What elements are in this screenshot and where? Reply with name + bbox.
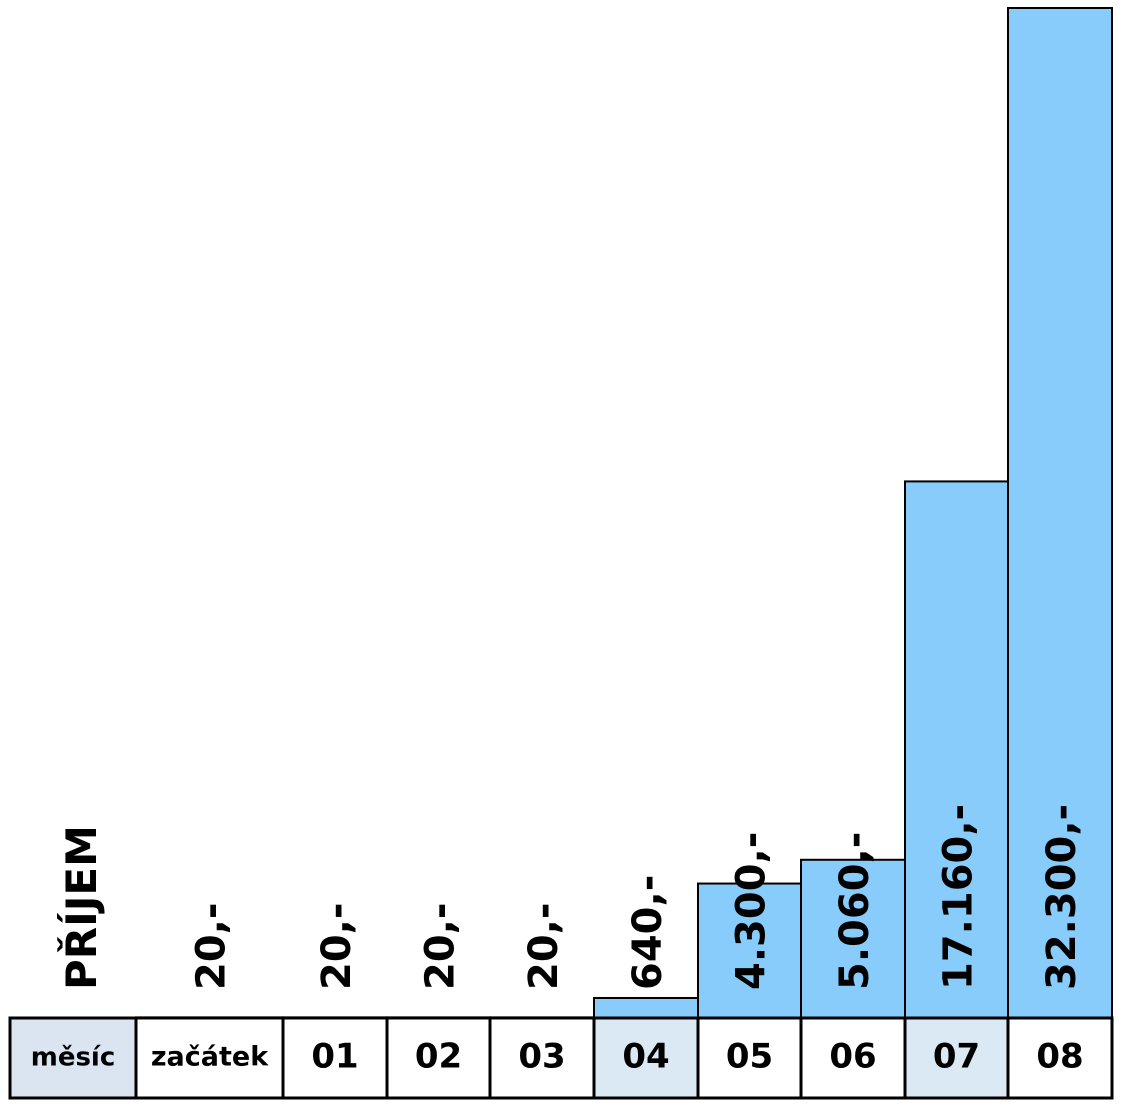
bar (593, 996, 699, 1019)
value-label: 17.160,- (936, 804, 982, 990)
x-tick-label: 04 (622, 1037, 669, 1077)
category-cell (488, 1016, 596, 1100)
x-tick-label: 08 (1036, 1037, 1083, 1077)
x-tick-label: 01 (311, 1037, 358, 1077)
x-tick-label: 05 (726, 1037, 773, 1077)
value-label: 20,- (189, 903, 235, 990)
row-header-cell (8, 1016, 138, 1100)
x-tick-label: 03 (518, 1037, 565, 1077)
category-cell (696, 1016, 803, 1100)
category-cell (1006, 1016, 1114, 1100)
bar (904, 480, 1009, 1019)
value-label: 20,- (314, 903, 360, 990)
value-label: 5.060,- (832, 832, 878, 990)
x-tick-label: 07 (933, 1037, 980, 1077)
bar (697, 882, 802, 1020)
y-axis-label: PŘÍJEM (56, 825, 106, 990)
category-cell (281, 1016, 389, 1100)
row-header: měsíc (31, 1043, 116, 1073)
x-tick-label: 06 (829, 1037, 876, 1077)
category-cell (134, 1016, 285, 1100)
category-cell (592, 1016, 700, 1100)
category-cell (903, 1016, 1010, 1100)
bar (1007, 7, 1113, 1019)
x-tick-label: 02 (415, 1037, 462, 1077)
value-label: 20,- (521, 903, 567, 990)
value-label: 4.300,- (729, 832, 775, 990)
x-tick-label: začátek (151, 1042, 269, 1073)
category-cell (799, 1016, 907, 1100)
value-label: 32.300,- (1039, 804, 1085, 990)
value-label: 640,- (625, 875, 671, 990)
value-label: 20,- (418, 903, 464, 990)
